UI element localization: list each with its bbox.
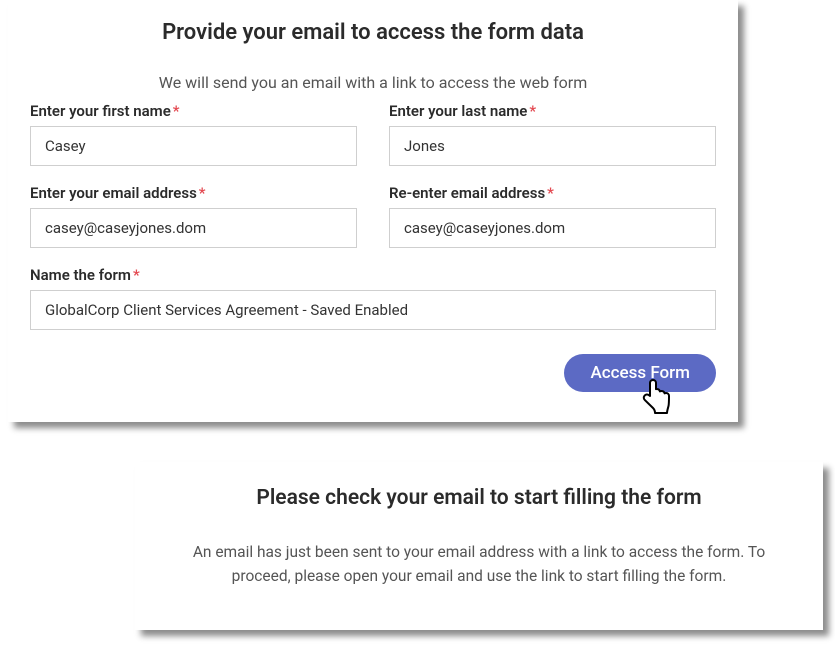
required-marker: *	[529, 102, 536, 120]
name-row: Enter your first name* Enter your last n…	[30, 102, 716, 166]
required-marker: *	[173, 102, 180, 120]
first-name-field: Enter your first name*	[30, 102, 357, 166]
first-name-label: Enter your first name*	[30, 102, 357, 120]
confirmation-title: Please check your email to start filling…	[163, 486, 795, 510]
page-subtitle: We will send you an email with a link to…	[30, 73, 716, 92]
last-name-field: Enter your last name*	[389, 102, 716, 166]
confirmation-body: An email has just been sent to your emai…	[163, 540, 795, 588]
email-confirm-label-text: Re-enter email address	[389, 184, 545, 202]
confirmation-panel: Please check your email to start filling…	[135, 462, 823, 630]
last-name-label-text: Enter your last name	[389, 102, 527, 120]
button-row: Access Form	[30, 354, 716, 392]
first-name-label-text: Enter your first name	[30, 102, 171, 120]
required-marker: *	[547, 184, 554, 202]
form-name-label: Name the form*	[30, 266, 716, 284]
form-name-input[interactable]	[30, 290, 716, 330]
form-name-row: Name the form*	[30, 266, 716, 330]
last-name-label: Enter your last name*	[389, 102, 716, 120]
last-name-input[interactable]	[389, 126, 716, 166]
page-title: Provide your email to access the form da…	[30, 20, 716, 45]
access-form-panel: Provide your email to access the form da…	[8, 0, 738, 422]
first-name-input[interactable]	[30, 126, 357, 166]
email-input[interactable]	[30, 208, 357, 248]
email-confirm-label: Re-enter email address*	[389, 184, 716, 202]
email-row: Enter your email address* Re-enter email…	[30, 184, 716, 248]
form-name-label-text: Name the form	[30, 266, 131, 284]
email-field: Enter your email address*	[30, 184, 357, 248]
email-label-text: Enter your email address	[30, 184, 197, 202]
access-form-button[interactable]: Access Form	[564, 354, 716, 392]
email-confirm-input[interactable]	[389, 208, 716, 248]
required-marker: *	[199, 184, 206, 202]
email-label: Enter your email address*	[30, 184, 357, 202]
required-marker: *	[133, 266, 140, 284]
form-name-field: Name the form*	[30, 266, 716, 330]
email-confirm-field: Re-enter email address*	[389, 184, 716, 248]
